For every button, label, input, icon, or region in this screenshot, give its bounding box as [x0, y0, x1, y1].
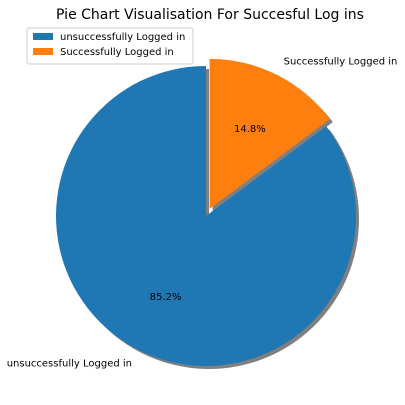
legend-frame [26, 27, 194, 65]
slice-percent-unsuccessfully-logged-in: 85.2% [150, 292, 182, 303]
pie-slices [56, 58, 357, 366]
legend-swatch-successful [33, 48, 53, 55]
slice-successfully-logged-in [209, 58, 330, 209]
legend-label-unsuccessful: unsuccessfully Logged in [60, 32, 185, 43]
slice-percent-successfully-logged-in: 14.8% [234, 124, 266, 135]
legend-swatch-unsuccessful [33, 33, 53, 40]
chart-title: Pie Chart Visualisation For Succesful Lo… [56, 7, 364, 23]
slice-label-successfully-logged-in: Successfully Logged in [284, 56, 398, 67]
slice-label-unsuccessfully-logged-in: unsuccessfully Logged in [7, 359, 132, 370]
slice-unsuccessfully-logged-in [56, 66, 357, 366]
pie-labels: unsuccessfully Logged in 85.2% Successfull… [7, 56, 398, 369]
legend: unsuccessfully Logged in Successfully Lo… [26, 27, 194, 65]
legend-label-successful: Successfully Logged in [60, 47, 174, 58]
